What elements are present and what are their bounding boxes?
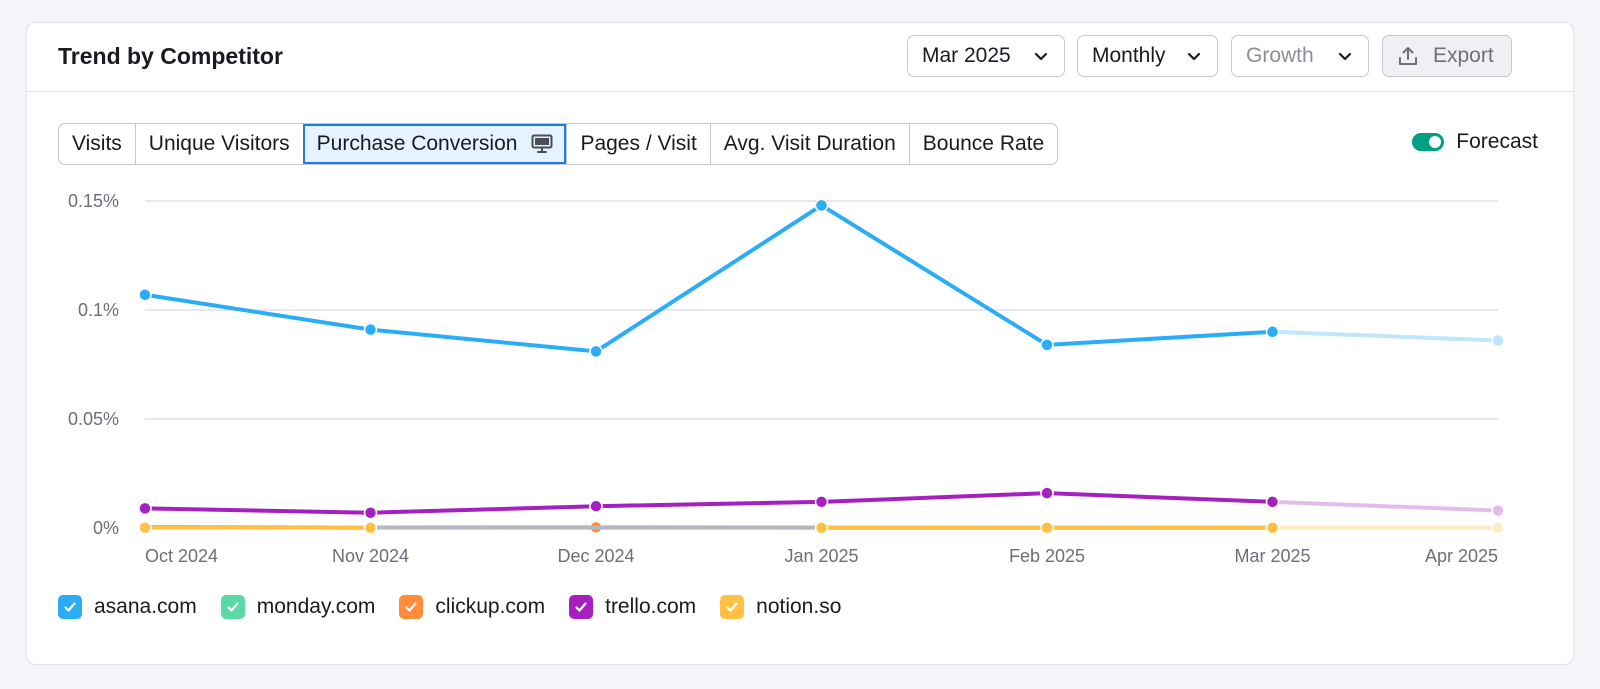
series-line-asana	[368, 327, 598, 354]
x-tick-label: Mar 2025	[1234, 546, 1310, 566]
tab-visits[interactable]: Visits	[59, 124, 135, 164]
date-select-value: Mar 2025	[922, 44, 1011, 67]
data-point-asana	[589, 344, 603, 359]
legend-item-notion[interactable]: notion.so	[720, 595, 841, 619]
tab-label: Bounce Rate	[922, 132, 1045, 155]
checkbox-icon[interactable]	[720, 595, 745, 619]
card-header: Trend by Competitor Mar 2025 Monthly Gro…	[27, 23, 1573, 92]
data-point-asana	[363, 322, 378, 337]
data-point-asana	[1265, 325, 1280, 339]
chevron-down-icon	[1338, 52, 1352, 61]
series-line-asana	[1270, 329, 1500, 343]
data-point-asana	[138, 287, 152, 302]
series-line-asana	[594, 203, 824, 354]
export-label: Export	[1433, 44, 1494, 67]
legend-label: asana.com	[94, 595, 197, 618]
tab-label: Visits	[72, 132, 122, 155]
data-point-trello	[1491, 503, 1505, 518]
data-point-trello	[363, 505, 378, 520]
tab-label: Pages / Visit	[580, 132, 697, 155]
desktop-icon	[531, 134, 553, 153]
x-tick-label: Apr 2025	[1425, 546, 1498, 566]
export-button[interactable]: Export	[1382, 35, 1512, 77]
series-line-asana	[143, 292, 373, 332]
data-point-notion	[1040, 521, 1054, 535]
card-title: Trend by Competitor	[58, 43, 283, 69]
tab-label: Unique Visitors	[148, 132, 290, 155]
series-line-asana	[819, 203, 1049, 347]
x-tick-label: Feb 2025	[1009, 546, 1085, 566]
tab-avg-visit-duration[interactable]: Avg. Visit Duration	[709, 124, 909, 164]
legend-item-asana[interactable]: asana.com	[58, 595, 197, 619]
series-line-trello	[819, 491, 1049, 504]
tab-label: Purchase Conversion	[316, 132, 518, 155]
legend-label: clickup.com	[435, 595, 546, 618]
legend-label: monday.com	[256, 595, 376, 618]
period-select-value: Monthly	[1092, 44, 1166, 67]
date-select[interactable]: Mar 2025	[907, 35, 1065, 77]
data-point-notion	[138, 520, 152, 535]
y-tick-label: 0%	[93, 518, 119, 538]
mode-select-value: Growth	[1246, 44, 1314, 67]
forecast-label: Forecast	[1456, 130, 1538, 153]
chevron-down-icon	[1034, 52, 1048, 61]
chevron-down-icon	[1187, 52, 1201, 61]
trend-card: Trend by Competitor Mar 2025 Monthly Gro…	[26, 22, 1574, 665]
line-chart: 0% 0.05% 0.1% 0.15% Oct 2024 Nov 2024 Dec 2024…	[68, 191, 1505, 566]
legend-label: trello.com	[605, 595, 697, 618]
chart-legend: asana.com monday.com clickup.com trello.…	[58, 595, 865, 619]
data-point-trello	[589, 499, 603, 513]
x-tick-label: Jan 2025	[784, 546, 858, 566]
checkbox-icon[interactable]	[569, 595, 594, 619]
data-point-trello	[814, 495, 829, 509]
export-icon	[1399, 47, 1417, 65]
data-point-asana	[1040, 338, 1054, 352]
x-tick-label: Dec 2024	[557, 546, 634, 566]
series-line-trello	[1270, 499, 1500, 513]
series-line-asana	[1045, 329, 1275, 347]
data-point-notion	[814, 521, 829, 535]
series-line-trello	[143, 506, 373, 515]
mode-select[interactable]: Growth	[1231, 35, 1369, 77]
data-point-trello	[1040, 486, 1054, 500]
tab-pages-visit[interactable]: Pages / Visit	[566, 124, 709, 164]
y-tick-label: 0.05%	[68, 409, 119, 429]
series-line-trello	[368, 504, 598, 515]
data-point-notion	[1491, 521, 1505, 535]
x-tick-label: Nov 2024	[332, 546, 409, 566]
tab-bounce-rate[interactable]: Bounce Rate	[908, 124, 1057, 164]
tab-label: Avg. Visit Duration	[723, 132, 896, 155]
y-tick-label: 0.15%	[68, 191, 119, 211]
legend-label: notion.so	[756, 595, 842, 618]
data-point-asana	[1491, 333, 1505, 348]
series-line-trello	[1045, 491, 1275, 504]
data-point-notion	[363, 521, 378, 535]
checkbox-icon[interactable]	[399, 595, 424, 619]
legend-item-monday[interactable]: monday.com	[220, 595, 376, 619]
tab-purchase-conversion[interactable]: Purchase Conversion	[302, 124, 567, 164]
forecast-toggle[interactable]	[1412, 133, 1445, 151]
series-line-trello	[594, 499, 824, 509]
x-tick-label: Oct 2024	[145, 546, 218, 566]
tab-unique-visitors[interactable]: Unique Visitors	[134, 124, 303, 164]
metric-tabs: Visits Unique Visitors Purchase Conversi…	[58, 123, 1059, 165]
period-select[interactable]: Monthly	[1077, 35, 1218, 77]
legend-item-clickup[interactable]: clickup.com	[399, 595, 545, 619]
legend-item-trello[interactable]: trello.com	[569, 595, 696, 619]
data-point-notion	[1265, 521, 1280, 535]
data-point-asana	[814, 198, 829, 213]
forecast-toggle-group: Forecast	[1412, 130, 1538, 154]
data-point-trello	[138, 501, 152, 516]
data-point-trello	[1265, 495, 1280, 509]
checkbox-icon[interactable]	[220, 595, 245, 619]
y-tick-label: 0.1%	[78, 300, 119, 320]
checkbox-icon[interactable]	[58, 595, 82, 619]
